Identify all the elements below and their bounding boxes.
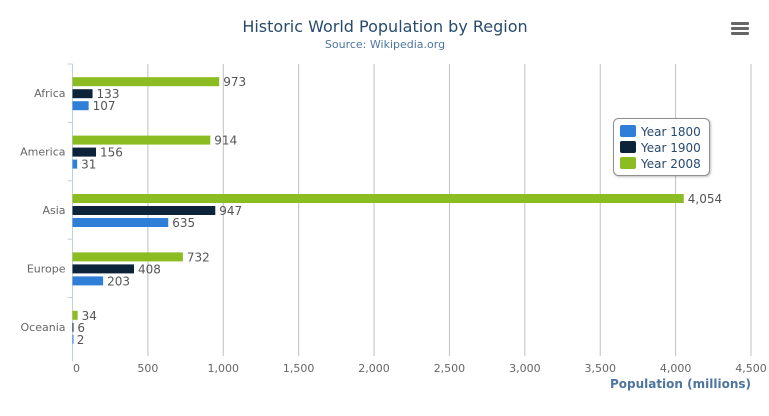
legend-item[interactable]: Year 1900 [640,141,701,155]
hamburger-menu-icon[interactable] [730,20,750,40]
bar-year-1800 [72,276,104,286]
legend-swatch [620,125,636,137]
legend-swatch [620,157,636,169]
bar-year-1800 [72,218,169,227]
category-label: America [20,146,65,159]
data-label: 34 [82,309,97,323]
category-label: Africa [34,87,65,100]
bar-year-1900 [72,89,93,99]
bar-year-1900 [72,147,97,157]
value-axis-title: Population (millions) [610,377,751,391]
value-tick-label: 3,500 [584,362,616,375]
value-tick-label: 1,500 [283,362,315,375]
data-label: 947 [219,204,242,218]
bar-year-1800 [72,334,74,344]
chart-subtitle: Source: Wikipedia.org [325,38,445,51]
value-tick-label: 3,000 [509,362,541,375]
data-label: 732 [187,250,210,264]
data-label: 408 [138,262,161,276]
bar-year-1900 [72,264,135,274]
value-tick-label: 4,500 [735,362,767,375]
bar-year-2008 [72,77,220,87]
category-label: Europe [27,262,66,275]
legend-item[interactable]: Year 2008 [640,157,701,171]
value-tick-label: 1,000 [208,362,240,375]
legend-swatch [620,141,636,153]
legend[interactable]: Year 1800 Year 1900 Year 2008 [613,118,710,176]
data-label: 107 [93,99,116,113]
bar-year-1800 [72,101,89,111]
data-label: 6 [77,321,85,335]
data-label: 2 [77,333,85,347]
category-label: Asia [42,204,65,217]
value-tick-label: 500 [137,362,158,375]
chart-title: Historic World Population by Region [242,17,527,36]
value-tick-label: 2,500 [434,362,466,375]
bar-year-1900 [72,206,216,215]
category-label: Oceania [21,321,66,334]
data-label: 973 [223,75,246,89]
legend-box [613,118,710,176]
data-label: 914 [214,134,237,148]
data-label: 156 [100,146,123,160]
bar-year-2008 [72,194,684,203]
bar-year-2008 [72,310,78,320]
value-tick-label: 2,000 [358,362,390,375]
bar-year-2008 [72,135,211,145]
value-tick-label: 0 [73,362,80,375]
bar-year-1800 [72,159,78,169]
data-label: 635 [172,216,195,230]
data-label: 133 [97,87,120,101]
value-tick-label: 4,000 [660,362,692,375]
bar-year-1900 [72,322,74,332]
data-label: 4,054 [688,192,722,206]
data-label: 31 [81,158,96,172]
legend-item[interactable]: Year 1800 [640,125,701,139]
bar-year-2008 [72,252,183,262]
data-label: 203 [107,274,130,288]
